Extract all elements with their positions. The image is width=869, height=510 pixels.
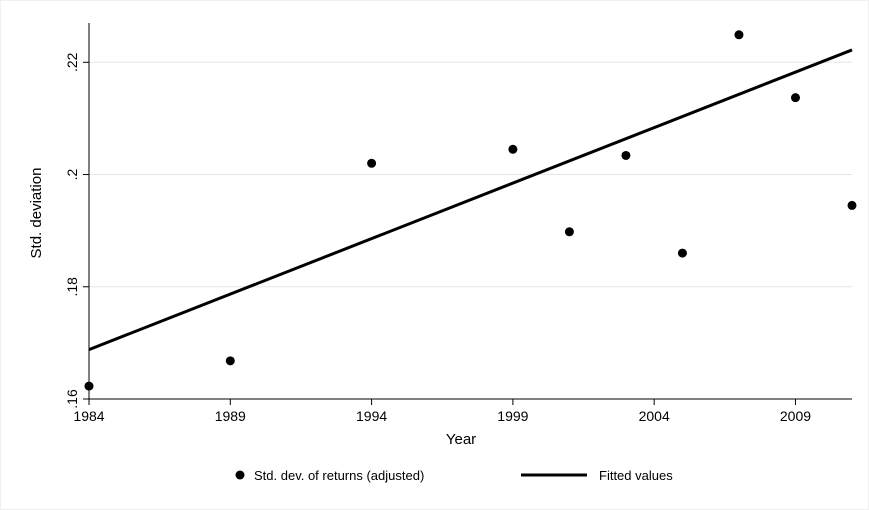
data-point-2005 (677, 248, 687, 258)
legend-label-fitted: Fitted values (599, 468, 673, 483)
legend-marker-scatter (235, 470, 245, 480)
data-point-1999 (508, 144, 518, 154)
legend: Std. dev. of returns (adjusted) Fitted v… (235, 468, 673, 483)
x-tick-label-3: 1999 (497, 408, 528, 424)
y-tick-label-3: .22 (64, 52, 80, 72)
data-point-2001 (564, 227, 574, 237)
data-point-2011 (847, 200, 857, 210)
y-tick-label-0: .16 (64, 389, 80, 409)
data-point-2009 (790, 93, 800, 103)
data-point-2003 (621, 150, 631, 160)
y-tick-label-1: .18 (64, 277, 80, 297)
x-tick-label-4: 2004 (639, 408, 670, 424)
y-axis-title: Std. deviation (28, 168, 45, 259)
data-point-1994 (367, 158, 377, 168)
data-point-1989 (225, 356, 235, 366)
fitted-values-line (88, 48, 853, 352)
x-tick-label-5: 2009 (780, 408, 811, 424)
x-tick-label-2: 1994 (356, 408, 387, 424)
fitted-line-layer (88, 48, 853, 352)
legend-label-scatter: Std. dev. of returns (adjusted) (254, 468, 424, 483)
tick-labels: .16 .18 .2 .22 1984 1989 1994 1999 2004 2009 (64, 52, 811, 424)
x-axis-title: Year (446, 431, 476, 448)
gridlines (89, 61, 852, 400)
axes (88, 23, 852, 400)
x-tick-label-1: 1989 (215, 408, 246, 424)
y-tick-label-2: .2 (64, 168, 80, 180)
data-point-2007 (734, 30, 744, 40)
scatter-points (84, 30, 857, 391)
x-tick-label-0: 1984 (73, 408, 104, 424)
data-point-1984 (84, 381, 94, 391)
